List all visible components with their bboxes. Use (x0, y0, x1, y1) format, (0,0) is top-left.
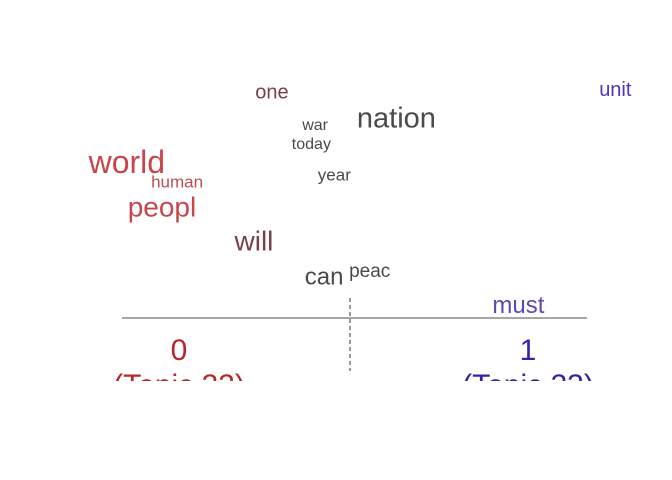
word-will: will (234, 226, 274, 257)
pole-left-label: (Topic 22) (113, 369, 245, 402)
word-one: one (255, 81, 288, 103)
word-peopl: peopl (128, 192, 197, 223)
word-human: human (151, 173, 203, 192)
pole-left-value: 0 (171, 334, 188, 367)
word-war: war (301, 117, 328, 134)
word-today: today (292, 136, 331, 153)
word-unit: unit (599, 79, 632, 101)
word-must: must (492, 292, 544, 319)
word-peac: peac (349, 261, 390, 282)
word-year: year (318, 166, 351, 185)
word-can: can (305, 263, 344, 290)
pole-right-label: (Topic 23) (462, 369, 594, 402)
word-world: world (88, 144, 165, 180)
word-nation: nation (357, 102, 436, 134)
pole-right-value: 1 (520, 334, 537, 367)
